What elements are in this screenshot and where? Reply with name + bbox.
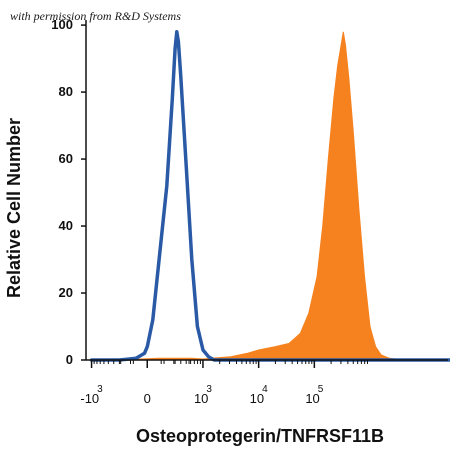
series-layer	[89, 30, 450, 362]
y-tick-label: 40	[59, 218, 73, 233]
x-tick-label: 0	[144, 391, 151, 406]
x-ticks: -103 0 103 104 105	[80, 360, 368, 406]
x-tick-label: 103	[194, 384, 212, 406]
x-tick-label: 105	[305, 384, 323, 406]
x-axis-title: Osteoprotegerin/TNFRSF11B	[136, 426, 384, 446]
y-tick-label: 100	[51, 17, 73, 32]
series-0-outline-histogram	[89, 30, 450, 362]
y-tick-label: 20	[59, 285, 73, 300]
y-tick-label: 0	[66, 352, 73, 367]
y-ticks: 0 20 40 60 80 100	[51, 17, 86, 367]
x-tick-label: 104	[250, 384, 268, 406]
x-tick-label: -103	[80, 384, 103, 406]
series-1-filled-histogram	[119, 31, 450, 361]
watermark-text: with permission from R&D Systems	[10, 9, 181, 23]
y-axis-title: Relative Cell Number	[4, 118, 24, 298]
y-tick-label: 80	[59, 84, 73, 99]
y-tick-label: 60	[59, 151, 73, 166]
